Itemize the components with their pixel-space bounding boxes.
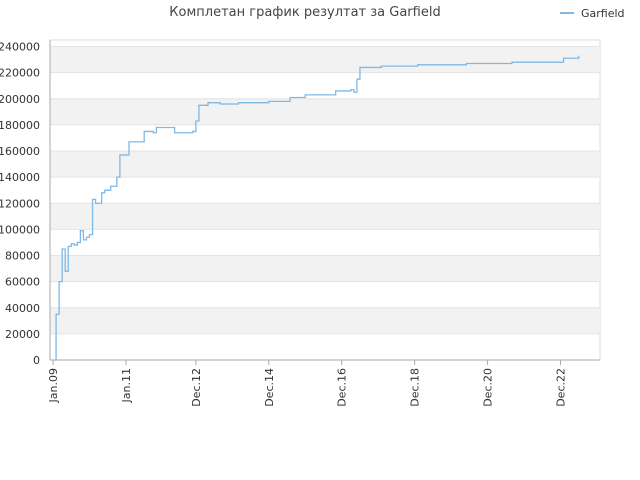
y-tick-label: 240000 <box>0 41 40 54</box>
legend-label: Garfield <box>581 7 625 20</box>
y-tick-label: 100000 <box>0 223 40 236</box>
x-tick-label: Dec.14 <box>263 368 276 407</box>
line <box>53 55 580 361</box>
x-tick-label: Dec.22 <box>554 368 567 407</box>
grid-band <box>50 255 600 282</box>
x-tick-label: Dec.20 <box>482 368 495 407</box>
grid-band <box>50 46 600 73</box>
y-tick-label: 180000 <box>0 119 40 132</box>
grid-band <box>50 151 600 178</box>
x-tick-label: Dec.18 <box>409 368 422 407</box>
x-tick-label: Jan.09 <box>47 368 60 403</box>
y-tick-label: 40000 <box>5 302 40 315</box>
x-tick-label: Jan.11 <box>120 368 133 403</box>
y-tick-label: 200000 <box>0 93 40 106</box>
y-tick-label: 160000 <box>0 145 40 158</box>
y-tick-label: 120000 <box>0 197 40 210</box>
y-tick-label: 80000 <box>5 250 40 263</box>
grid-band <box>50 203 600 230</box>
y-tick-label: 140000 <box>0 171 40 184</box>
plot-area <box>49 39 601 361</box>
y-tick-label: 0 <box>33 354 40 367</box>
chart-title: Комплетан график резултат за Garfield <box>169 5 440 20</box>
y-tick-label: 220000 <box>0 67 40 80</box>
grid-band <box>50 98 600 125</box>
y-tick-label: 20000 <box>5 328 40 341</box>
y-tick-label: 60000 <box>5 276 40 289</box>
grid-band <box>50 307 600 334</box>
x-tick-label: Dec.12 <box>190 368 203 407</box>
x-tick-label: Dec.16 <box>336 368 349 407</box>
